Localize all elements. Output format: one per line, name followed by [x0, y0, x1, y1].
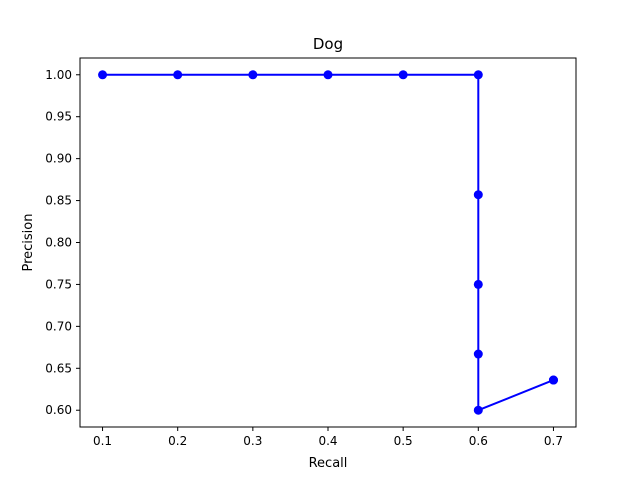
data-point: [398, 70, 408, 80]
data-point: [473, 405, 483, 415]
data-point: [473, 70, 483, 80]
x-tick-label: 0.7: [544, 434, 563, 448]
x-tick-label: 0.2: [168, 434, 187, 448]
x-axis: 0.1 0.2 0.3 0.4 0.5 0.6 0.7: [93, 427, 563, 448]
data-point: [473, 190, 483, 200]
data-point: [248, 70, 258, 80]
x-tick-label: 0.3: [243, 434, 262, 448]
y-axis: 0.60 0.65 0.70 0.75 0.80 0.85 0.90 0.95 1.00: [45, 68, 80, 417]
y-tick-label: 1.00: [45, 68, 72, 82]
y-tick-label: 0.70: [45, 319, 72, 333]
data-point: [98, 70, 108, 80]
y-tick-label: 0.80: [45, 236, 72, 250]
x-tick-label: 0.5: [394, 434, 413, 448]
y-tick-label: 0.65: [45, 361, 72, 375]
y-tick-label: 0.75: [45, 277, 72, 291]
data-point: [173, 70, 183, 80]
data-point: [473, 279, 483, 289]
y-tick-label: 0.95: [45, 110, 72, 124]
data-point: [323, 70, 333, 80]
chart-title: Dog: [313, 35, 343, 53]
y-axis-label: Precision: [21, 213, 36, 271]
x-tick-label: 0.6: [469, 434, 488, 448]
data-point: [473, 349, 483, 359]
y-tick-label: 0.85: [45, 194, 72, 208]
data-point: [548, 375, 558, 385]
plot-area: [98, 70, 558, 415]
y-tick-label: 0.90: [45, 152, 72, 166]
y-tick-label: 0.60: [45, 403, 72, 417]
x-tick-label: 0.4: [318, 434, 337, 448]
x-axis-label: Recall: [309, 456, 348, 471]
x-tick-label: 0.1: [93, 434, 112, 448]
